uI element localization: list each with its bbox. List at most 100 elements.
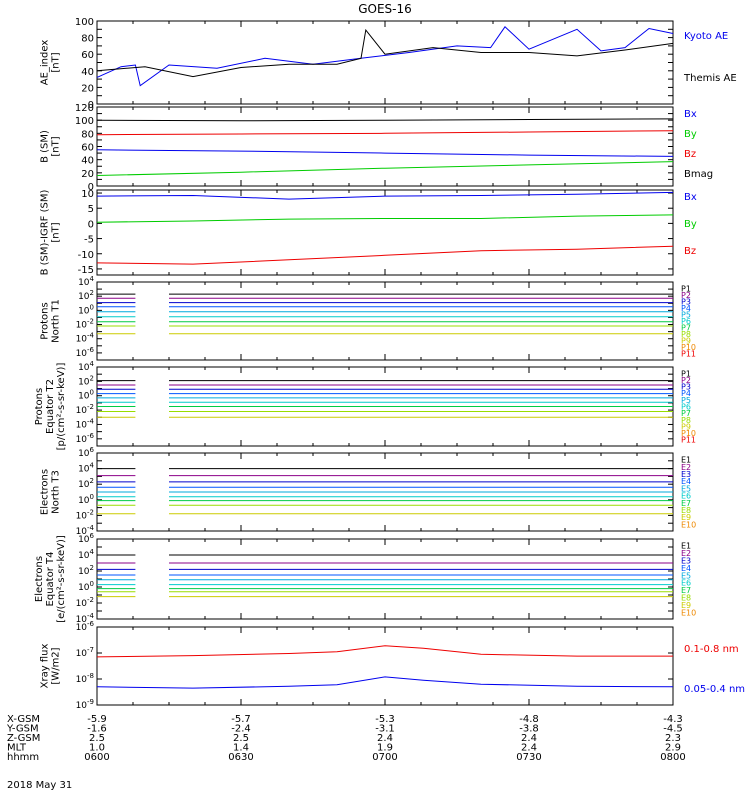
orbit-value: -5.9 <box>87 714 107 725</box>
legend-label: Bmag <box>684 169 713 180</box>
y-tick-label: -5 <box>84 235 94 246</box>
legend-label: Bz <box>684 246 696 257</box>
channel-label: E3 <box>681 470 691 479</box>
orbit-row-label: Z-GSM <box>7 733 40 744</box>
legend-label: By <box>684 129 697 140</box>
channel-label: E7 <box>681 499 691 508</box>
y-axis-label: B (SM)-IGRF (SM) <box>40 190 51 276</box>
y-tick-label: 10-4 <box>76 417 95 430</box>
y-tick-label: 0 <box>88 219 94 230</box>
y-axis-label: [nT] <box>51 52 62 72</box>
orbit-value: -5.7 <box>231 714 251 725</box>
channel-label: P6 <box>681 317 691 326</box>
channel-label: E9 <box>681 513 691 522</box>
legend-label: Bx <box>684 109 697 120</box>
y-tick-label: 20 <box>81 169 94 180</box>
legend-label: Kyoto AE <box>684 31 728 42</box>
orbit-value: -3.1 <box>375 724 395 735</box>
y-axis-label: [nT] <box>51 222 62 242</box>
y-axis-label: Electrons <box>40 469 51 515</box>
channel-label: E6 <box>681 492 691 501</box>
figure-title: GOES-16 <box>358 2 412 16</box>
orbit-value: 2.9 <box>665 743 681 754</box>
channel-label: P8 <box>681 416 691 425</box>
channel-label: E8 <box>681 594 691 603</box>
channel-label: E5 <box>681 484 691 493</box>
channel-label: P5 <box>681 396 691 405</box>
legend-label: Bx <box>684 192 697 203</box>
y-tick-label: 120 <box>75 103 94 114</box>
channel-label: E10 <box>681 520 696 529</box>
series-line-kyoto-ae <box>96 26 674 87</box>
channel-label: E10 <box>681 608 696 617</box>
y-axis-label: [nT] <box>51 136 62 156</box>
y-axis-label: B (SM) <box>40 130 51 163</box>
channel-label: P3 <box>681 297 691 306</box>
channel-label: P7 <box>681 324 691 333</box>
y-tick-label: 60 <box>81 50 94 61</box>
y-tick-label: 102 <box>78 374 94 387</box>
series-line-bz <box>96 130 674 136</box>
orbit-value: 1.9 <box>377 743 393 754</box>
panel-frame-ae <box>96 20 674 105</box>
channel-label: E2 <box>681 549 691 558</box>
orbit-row-label: MLT <box>7 743 27 754</box>
y-axis-label: Equator T4 <box>45 552 56 607</box>
y-tick-label: 0 <box>88 182 94 193</box>
orbit-row-label: Y-GSM <box>6 724 39 735</box>
orbit-value: 1.0 <box>89 743 105 754</box>
y-tick-label: 10-7 <box>76 646 94 659</box>
legend-label: Themis AE <box>683 73 737 84</box>
channel-label: P1 <box>681 284 691 293</box>
orbit-value: 2.5 <box>89 733 105 744</box>
channel-label: P4 <box>681 389 691 398</box>
channel-label: P10 <box>681 429 696 438</box>
orbit-row-label: X-GSM <box>7 714 40 725</box>
y-axis-label: Electrons <box>34 556 45 602</box>
channel-label: P3 <box>681 383 691 392</box>
legend-label: 0.05-0.4 nm <box>684 684 745 695</box>
orbit-value: 0730 <box>516 752 541 763</box>
y-tick-label: 104 <box>78 462 94 475</box>
y-tick-label: 10-8 <box>76 672 94 685</box>
channel-label: P7 <box>681 409 691 418</box>
y-tick-label: 102 <box>78 289 94 302</box>
y-tick-label: 10-6 <box>76 432 95 445</box>
y-tick-label: 106 <box>78 532 94 545</box>
y-tick-label: 0 <box>88 100 94 111</box>
y-tick-label: 100 <box>75 17 94 28</box>
orbit-value: 0800 <box>660 752 685 763</box>
orbit-value: 2.5 <box>233 733 249 744</box>
channel-label: P10 <box>681 343 696 352</box>
y-axis-label: [e/(cm²-s-sr-keV)] <box>56 535 67 623</box>
orbit-value: 0630 <box>228 752 253 763</box>
y-tick-label: 10-4 <box>76 612 95 625</box>
y-tick-label: 10-9 <box>76 698 94 711</box>
y-axis-label: [W/m2] <box>51 647 62 684</box>
channel-label: P1 <box>681 369 691 378</box>
y-tick-label: 40 <box>81 67 94 78</box>
series-line-bx <box>96 149 674 157</box>
channel-label: E6 <box>681 579 691 588</box>
y-tick-label: 10-6 <box>76 620 95 633</box>
y-axis-label: North T1 <box>51 299 62 343</box>
y-tick-label: 100 <box>78 493 94 506</box>
channel-label: P2 <box>681 291 691 300</box>
channel-label: P8 <box>681 330 691 339</box>
channel-label: E7 <box>681 586 691 595</box>
y-tick-label: 20 <box>81 83 94 94</box>
channel-label: E4 <box>681 477 691 486</box>
y-tick-label: 10-6 <box>76 346 95 359</box>
y-tick-label: 104 <box>78 275 94 288</box>
y-tick-label: 102 <box>78 564 94 577</box>
channel-label: P4 <box>681 304 691 313</box>
y-tick-label: 5 <box>88 204 94 215</box>
y-tick-label: 80 <box>81 34 94 45</box>
orbit-value: -4.3 <box>663 714 683 725</box>
channel-label: E3 <box>681 557 691 566</box>
orbit-value: -2.4 <box>231 724 251 735</box>
y-tick-label: 10-2 <box>76 318 94 331</box>
series-line-by <box>96 161 674 176</box>
